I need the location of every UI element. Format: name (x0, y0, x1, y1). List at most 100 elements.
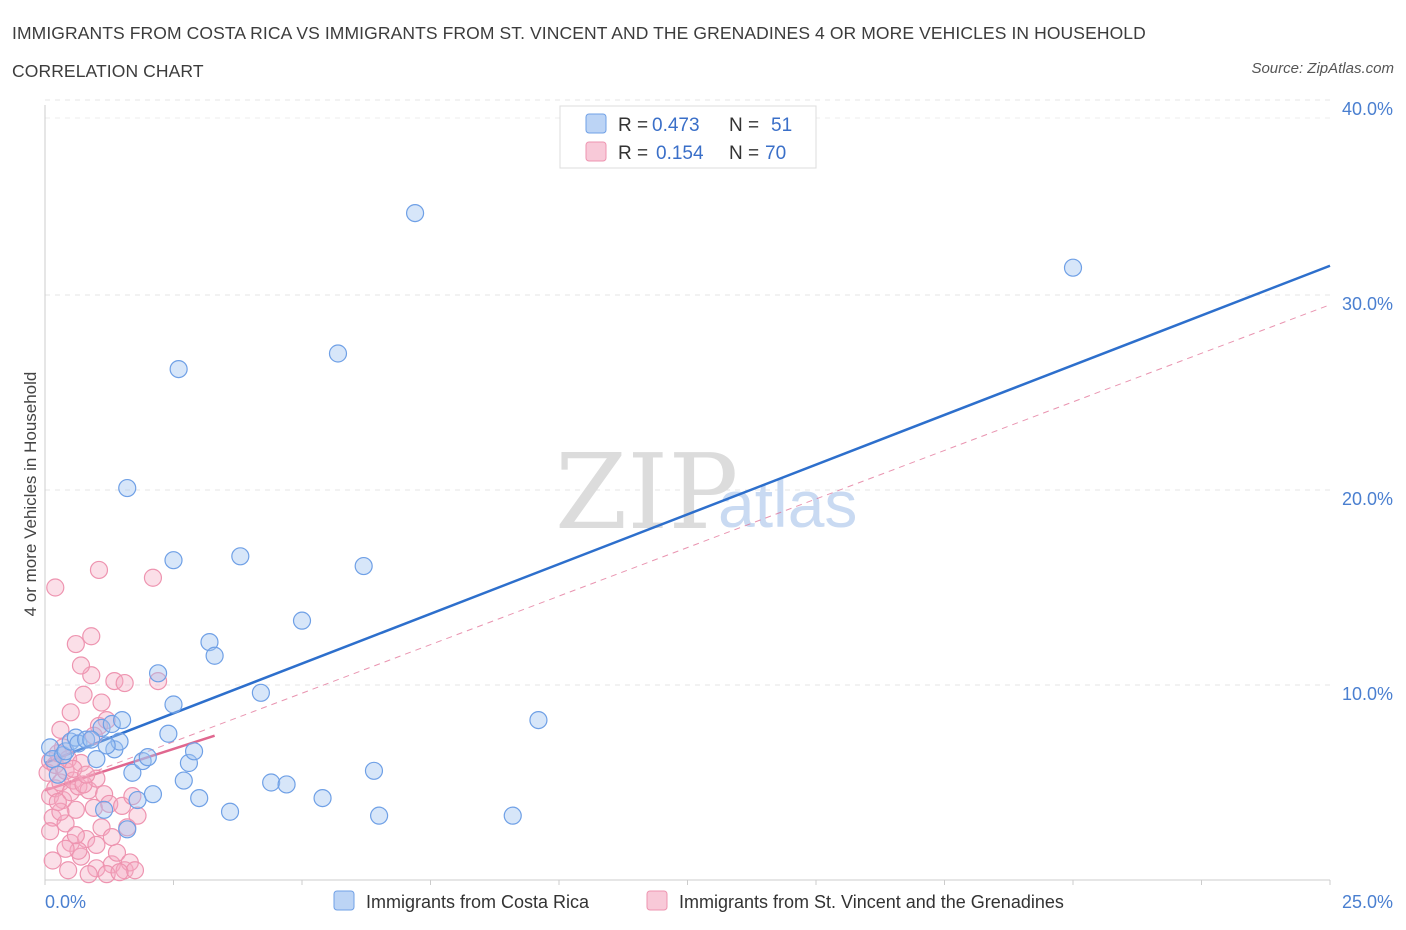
legend-n-label-1: N = (729, 115, 759, 136)
point-costa-rica (112, 710, 132, 730)
point-costa-rica (95, 800, 114, 819)
legend-n-value-1: 51 (771, 115, 792, 136)
legend-swatch-costa-rica (585, 113, 607, 134)
y-tick-label: 20.0% (1342, 489, 1393, 509)
point-costa-rica (328, 344, 348, 363)
point-costa-rica (277, 775, 296, 794)
source-label: Source: ZipAtlas.com (1251, 60, 1394, 77)
chart-title: IMMIGRANTS FROM COSTA RICA VS IMMIGRANTS… (12, 23, 1146, 81)
point-costa-rica (102, 714, 121, 734)
point-st-vincent (102, 827, 121, 847)
bottom-legend-swatch-costa-rica (333, 890, 355, 911)
point-costa-rica (169, 360, 188, 379)
point-costa-rica (138, 748, 157, 767)
point-costa-rica (292, 611, 312, 630)
point-st-vincent (82, 627, 101, 646)
point-st-vincent (61, 703, 80, 722)
point-costa-rica (354, 556, 373, 576)
point-costa-rica (405, 204, 425, 223)
point-costa-rica (262, 773, 281, 792)
point-costa-rica (174, 771, 193, 790)
point-costa-rica (128, 790, 147, 810)
point-st-vincent (148, 671, 168, 691)
point-costa-rica (159, 724, 178, 743)
point-st-vincent (92, 693, 111, 712)
legend-n-value-2: 70 (765, 143, 786, 164)
legend-r-label-2: R = (618, 143, 648, 164)
point-st-vincent (115, 673, 134, 693)
point-costa-rica (370, 806, 389, 825)
legend-swatch-st-vincent (585, 141, 607, 162)
point-st-vincent (125, 861, 145, 880)
y-tick-label: 40.0% (1342, 99, 1393, 119)
point-st-vincent (79, 865, 98, 884)
point-costa-rica (143, 785, 163, 804)
point-costa-rica (231, 547, 250, 566)
legend-r-label-1: R = (618, 115, 648, 136)
point-st-vincent (41, 822, 60, 841)
point-st-vincent (48, 792, 67, 812)
point-st-vincent (46, 578, 65, 597)
trend-lines (44, 264, 1331, 792)
point-costa-rica (123, 763, 142, 782)
point-costa-rica (48, 765, 67, 784)
y-tick-label: 30.0% (1342, 294, 1393, 314)
watermark: ZIP atlas (555, 431, 857, 553)
bottom-legend-label-costa-rica: Immigrants from Costa Rica (366, 892, 590, 912)
trend-line-st-vincent-extended (44, 304, 1331, 791)
watermark-atlas: atlas (718, 467, 857, 541)
point-costa-rica (97, 736, 116, 755)
point-st-vincent (143, 568, 163, 587)
point-costa-rica (77, 730, 96, 749)
point-st-vincent (89, 560, 109, 580)
x-tick-min: 0.0% (45, 892, 86, 912)
legend-r-value-1: 0.473 (652, 115, 700, 136)
point-st-vincent (66, 634, 85, 654)
point-costa-rica (529, 710, 548, 730)
trend-line-st-vincent (44, 734, 216, 792)
point-costa-rica (220, 802, 240, 821)
series-costa-rica-points (41, 204, 1083, 839)
point-st-vincent (110, 863, 129, 882)
point-st-vincent (56, 839, 75, 858)
point-st-vincent (66, 826, 85, 845)
point-costa-rica (184, 742, 204, 761)
point-costa-rica (118, 820, 137, 839)
grid-lines (45, 99, 1330, 686)
point-costa-rica (82, 730, 101, 749)
point-costa-rica (92, 718, 111, 738)
point-st-vincent (51, 720, 70, 739)
point-costa-rica (179, 753, 199, 773)
point-costa-rica (164, 551, 183, 570)
point-st-vincent (66, 800, 85, 819)
point-costa-rica (205, 646, 224, 665)
point-costa-rica (148, 664, 168, 683)
y-tick-label: 10.0% (1342, 684, 1393, 704)
bottom-legend-swatch-st-vincent (646, 890, 668, 911)
point-costa-rica (200, 632, 219, 652)
point-costa-rica (118, 478, 137, 498)
point-st-vincent (43, 851, 62, 870)
point-costa-rica (1063, 258, 1083, 277)
stats-legend: R = 0.473 N = 51 R = 0.154 N = 70 (559, 105, 817, 169)
point-st-vincent (71, 656, 91, 675)
point-st-vincent (59, 861, 78, 880)
x-tick-max: 25.0% (1342, 892, 1393, 912)
point-st-vincent (56, 814, 75, 833)
trend-line-costa-rica (44, 264, 1331, 765)
watermark-zip: ZIP (555, 431, 738, 553)
bottom-legend-label-st-vincent: Immigrants from St. Vincent and the Gren… (679, 892, 1064, 912)
point-costa-rica (190, 788, 209, 808)
point-costa-rica (87, 749, 106, 769)
y-tick-labels: 10.0% 20.0% 30.0% 40.0% (1342, 99, 1393, 704)
point-st-vincent (87, 835, 106, 855)
point-costa-rica (503, 806, 522, 825)
point-st-vincent (95, 785, 114, 804)
point-st-vincent (128, 806, 147, 825)
series-legend: Immigrants from Costa Rica Immigrants fr… (333, 890, 1064, 912)
axes (44, 105, 1331, 885)
point-st-vincent (77, 765, 96, 784)
point-costa-rica (364, 761, 384, 780)
legend-r-value-2: 0.154 (656, 143, 704, 164)
